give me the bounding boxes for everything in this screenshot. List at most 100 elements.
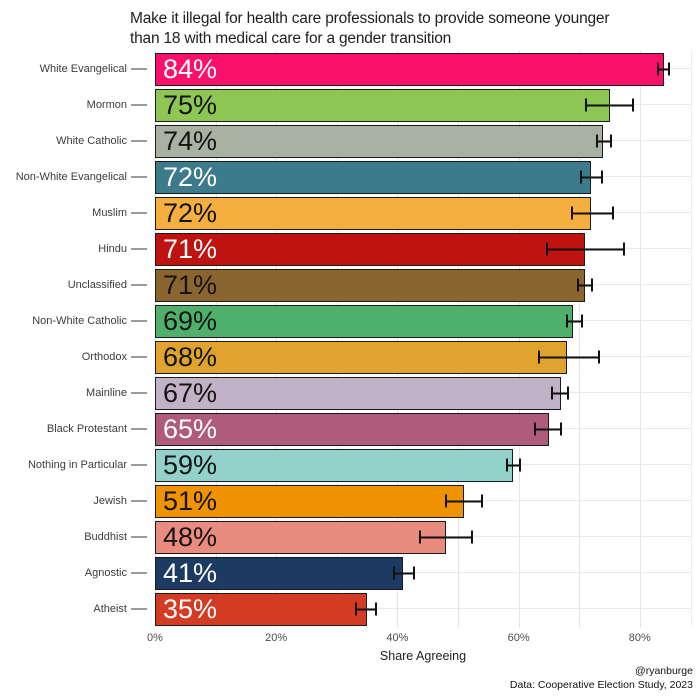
error-bar — [565, 314, 583, 328]
error-bar-line — [418, 536, 474, 538]
error-bar-cap-right — [580, 314, 583, 328]
error-bar — [393, 566, 415, 580]
bar-row: Atheist 35% — [0, 591, 700, 627]
category-label: Unclassified — [67, 279, 127, 291]
x-tick-label: 80% — [628, 632, 651, 644]
category-tick-mark — [131, 320, 147, 322]
bar-value-label: 71% — [163, 233, 218, 264]
category-tick-mark — [131, 176, 147, 178]
category-label: Nothing in Particular — [27, 459, 127, 471]
x-axis: 0% 20% 40% 60% 80% — [0, 632, 700, 648]
bar-value-label: 84% — [163, 53, 218, 84]
category-tick-mark — [131, 68, 147, 70]
category-label: Agnostic — [84, 567, 127, 579]
bar: 51% — [155, 484, 465, 518]
bar-value-label: 51% — [163, 485, 218, 516]
bar-row: Hindu 71% — [0, 231, 700, 267]
bar-area: 68% — [155, 339, 700, 375]
bar-area: 51% — [155, 483, 700, 519]
bar: 59% — [155, 448, 513, 482]
bar-area: 75% — [155, 87, 700, 123]
bar-row: Non-White Catholic 69% — [0, 303, 700, 339]
error-bar-line — [577, 284, 594, 286]
gridline-vertical — [276, 51, 278, 627]
error-bar — [656, 62, 671, 76]
error-bar-cap-right — [412, 566, 415, 580]
bar-row: Buddhist 48% — [0, 519, 700, 555]
caption-source: Data: Cooperative Election Study, 2023 — [509, 679, 693, 691]
error-bar — [571, 206, 614, 220]
error-bar-line — [565, 320, 583, 322]
error-bar-line — [354, 608, 377, 610]
bar-rows: White Evangelical 84% Mormon 75% — [0, 51, 700, 627]
error-bar — [445, 494, 483, 508]
bar-row: Mormon 75% — [0, 87, 700, 123]
category-label: Buddhist — [84, 531, 127, 543]
error-bar — [418, 530, 474, 544]
category-label: Atheist — [93, 603, 127, 615]
category-label: Muslim — [92, 207, 127, 219]
gridline-vertical — [518, 51, 520, 627]
gridline-horizontal — [155, 572, 691, 573]
bar-value-label: 74% — [163, 125, 218, 156]
bar: 65% — [155, 412, 549, 446]
category-tick-mark — [131, 212, 147, 214]
category-label: Hindu — [98, 243, 127, 255]
bar-row: Nothing in Particular 59% — [0, 447, 700, 483]
error-bar-line — [506, 464, 521, 466]
gridline-vertical — [215, 51, 217, 627]
bar-value-label: 75% — [163, 89, 218, 120]
error-bar-line — [537, 356, 600, 358]
gridline-horizontal — [155, 608, 691, 609]
bar-area: 72% — [155, 159, 700, 195]
bar-row: Muslim 72% — [0, 195, 700, 231]
error-bar-cap-right — [471, 530, 474, 544]
category-tick-mark — [131, 248, 147, 250]
x-tick-label: 60% — [507, 632, 530, 644]
bar-area: 35% — [155, 591, 700, 627]
bar-value-label: 72% — [163, 197, 218, 228]
bar-value-label: 69% — [163, 305, 218, 336]
category-tick-mark — [131, 536, 147, 538]
bar-area: 72% — [155, 195, 700, 231]
category-tick-mark — [131, 392, 147, 394]
error-bar-cap-right — [597, 350, 600, 364]
x-tick-label: 20% — [265, 632, 288, 644]
bar: 41% — [155, 556, 404, 590]
error-bar-cap-right — [591, 278, 594, 292]
error-bar-cap-right — [623, 242, 626, 256]
error-bar-line — [546, 248, 626, 250]
bar: 69% — [155, 304, 574, 338]
gridline-vertical — [458, 51, 459, 627]
error-bar-cap-right — [609, 134, 612, 148]
bar-row: Agnostic 41% — [0, 555, 700, 591]
category-label: Non-White Catholic — [32, 315, 127, 327]
error-bar-cap-right — [480, 494, 483, 508]
bar-value-label: 41% — [163, 557, 218, 588]
error-bar-line — [393, 572, 415, 574]
bar-value-label: 35% — [163, 593, 218, 624]
bar: 72% — [155, 196, 592, 230]
error-bar — [577, 278, 594, 292]
category-tick-mark — [131, 464, 147, 466]
error-bar-cap-right — [631, 98, 634, 112]
bar: 71% — [155, 232, 586, 266]
category-label: Mormon — [86, 99, 127, 111]
category-tick-mark — [131, 104, 147, 106]
bar: 48% — [155, 520, 446, 554]
category-tick-mark — [131, 140, 147, 142]
category-label: Mainline — [86, 387, 127, 399]
bar-value-label: 72% — [163, 161, 218, 192]
error-bar-line — [656, 68, 671, 70]
bar-row: Jewish 51% — [0, 483, 700, 519]
bar: 35% — [155, 592, 368, 626]
bar-area: 71% — [155, 231, 700, 267]
gridline-vertical — [155, 51, 156, 627]
error-bar-cap-right — [611, 206, 614, 220]
bar-area: 59% — [155, 447, 700, 483]
bar: 74% — [155, 124, 604, 158]
bar-area: 41% — [155, 555, 700, 591]
bar-area: 69% — [155, 303, 700, 339]
bar-row: Orthodox 68% — [0, 339, 700, 375]
